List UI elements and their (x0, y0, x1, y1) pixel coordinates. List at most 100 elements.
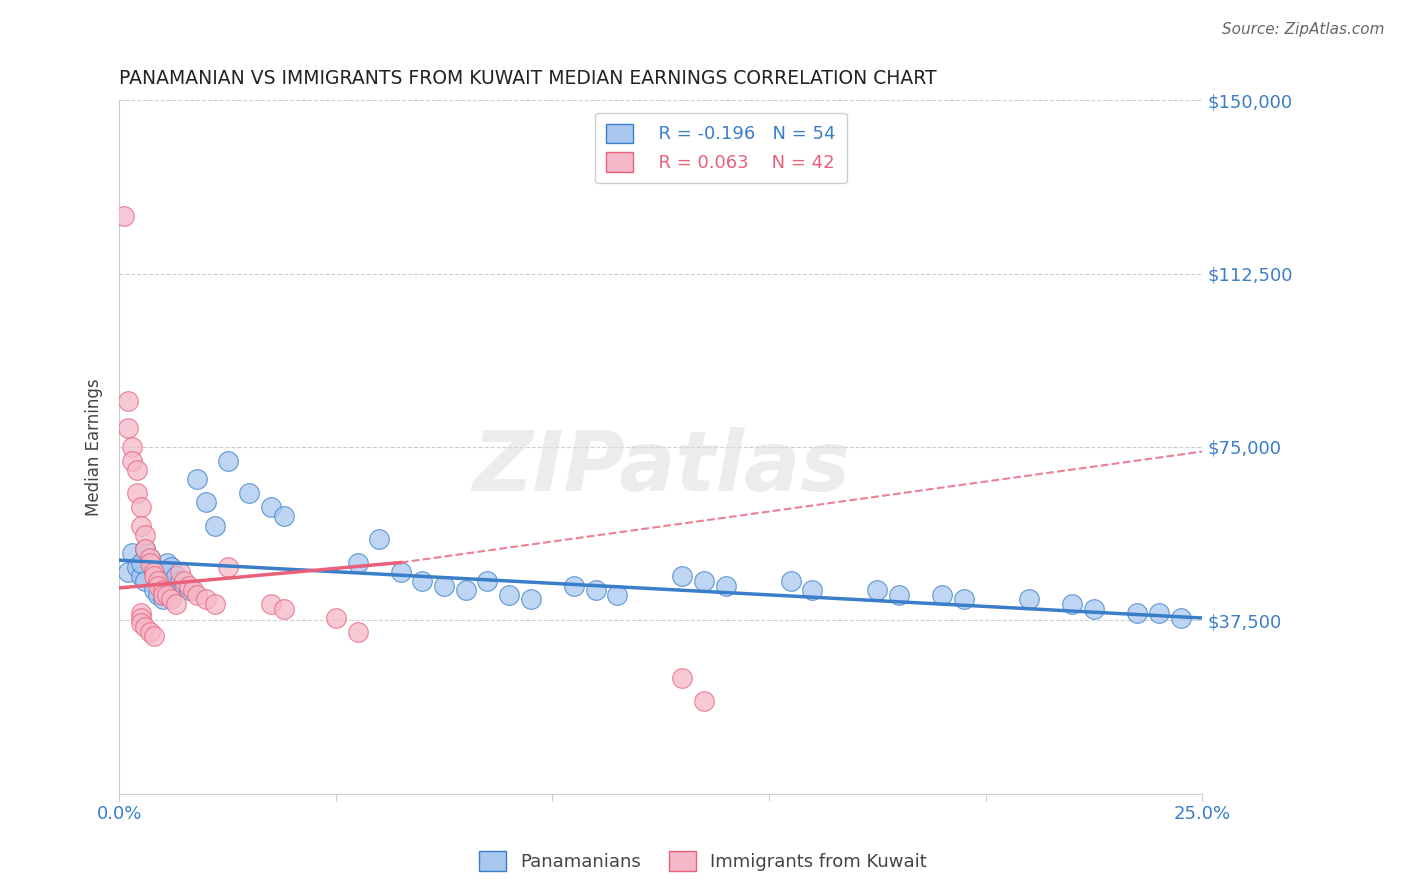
Point (346, 556, 368, 570)
Point (520, 592, 543, 607)
Point (186, 588, 208, 602)
Point (204, 518, 226, 533)
Point (177, 583, 200, 598)
Point (477, 574, 499, 588)
Point (887, 588, 910, 602)
Point (138, 550, 160, 565)
Point (1083, 601, 1105, 615)
Point (138, 556, 160, 570)
Point (134, 574, 156, 588)
Point (138, 550, 160, 565)
Point (160, 560, 183, 574)
Point (121, 454, 143, 468)
Point (152, 588, 174, 602)
Point (217, 454, 239, 468)
Point (148, 579, 170, 593)
Point (148, 588, 170, 602)
Text: Source: ZipAtlas.com: Source: ZipAtlas.com (1222, 22, 1385, 37)
Point (156, 556, 179, 570)
Point (1147, 607, 1170, 621)
Point (142, 565, 165, 579)
Point (129, 607, 152, 621)
Point (693, 694, 716, 708)
Point (260, 597, 283, 611)
Point (160, 592, 183, 607)
Point (1062, 597, 1084, 611)
Point (152, 583, 174, 598)
Point (148, 574, 170, 588)
Point (346, 624, 368, 639)
Point (134, 541, 156, 556)
Point (273, 601, 295, 615)
Point (169, 565, 191, 579)
Point (368, 533, 391, 547)
Point (117, 421, 139, 435)
Point (671, 569, 693, 583)
Point (238, 486, 260, 500)
Point (217, 560, 239, 574)
Point (152, 592, 174, 607)
Point (173, 574, 195, 588)
Point (562, 579, 585, 593)
Point (693, 574, 716, 588)
Point (134, 528, 156, 542)
Point (152, 579, 174, 593)
Point (454, 583, 477, 598)
Point (165, 569, 187, 583)
Point (411, 574, 433, 588)
Point (142, 630, 165, 644)
Point (866, 583, 889, 598)
Point (433, 579, 456, 593)
Point (389, 565, 412, 579)
Point (714, 579, 737, 593)
Point (186, 472, 208, 486)
Point (129, 611, 152, 625)
Point (1170, 611, 1192, 625)
Point (181, 583, 204, 598)
Point (260, 500, 283, 514)
Point (498, 588, 520, 602)
Point (273, 509, 295, 524)
Point (801, 583, 824, 598)
Point (165, 597, 187, 611)
Point (325, 611, 347, 625)
Point (931, 588, 953, 602)
Point (117, 565, 139, 579)
Point (173, 579, 195, 593)
Point (112, 209, 135, 223)
Point (138, 624, 160, 639)
Legend: Panamanians, Immigrants from Kuwait: Panamanians, Immigrants from Kuwait (472, 844, 934, 879)
Point (125, 486, 148, 500)
Point (129, 615, 152, 630)
Point (121, 440, 143, 454)
Point (194, 495, 217, 509)
Point (606, 588, 628, 602)
Point (134, 541, 156, 556)
Text: ZIPatlas: ZIPatlas (472, 427, 849, 508)
Point (1126, 607, 1149, 621)
Point (129, 556, 152, 570)
Point (125, 463, 148, 477)
Point (117, 393, 139, 408)
Point (671, 671, 693, 685)
Point (177, 579, 200, 593)
Point (953, 592, 976, 607)
Point (1018, 592, 1040, 607)
Point (156, 588, 179, 602)
Point (129, 518, 152, 533)
Point (125, 560, 148, 574)
Point (142, 583, 165, 598)
Point (779, 574, 801, 588)
Point (148, 574, 170, 588)
Point (142, 565, 165, 579)
Point (121, 546, 143, 560)
Legend:   R = -0.196   N = 54,   R = 0.063    N = 42: R = -0.196 N = 54, R = 0.063 N = 42 (595, 112, 846, 183)
Point (194, 592, 217, 607)
Point (585, 583, 607, 598)
Y-axis label: Median Earnings: Median Earnings (86, 378, 103, 516)
Point (129, 500, 152, 514)
Point (169, 574, 191, 588)
Point (129, 569, 152, 583)
Text: PANAMANIAN VS IMMIGRANTS FROM KUWAIT MEDIAN EARNINGS CORRELATION CHART: PANAMANIAN VS IMMIGRANTS FROM KUWAIT MED… (120, 69, 936, 87)
Point (134, 620, 156, 634)
